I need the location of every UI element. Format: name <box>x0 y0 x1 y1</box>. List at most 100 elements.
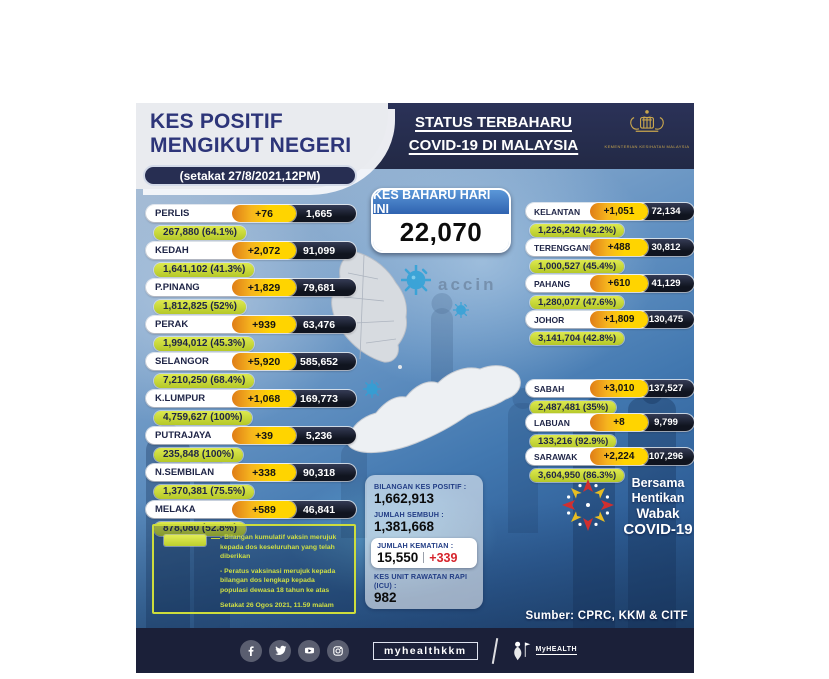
state-vaccination: 1,812,825 (52%) <box>154 299 246 314</box>
state-name: PERLIS <box>155 208 190 219</box>
state-row: PERAK 63,476 +939 1,994,012 (45.3%) <box>146 316 356 351</box>
state-new-cases: +76 <box>232 205 296 222</box>
state-vaccination: 3,141,704 (42.8%) <box>530 332 625 345</box>
state-name: LABUAN <box>534 417 570 428</box>
myhealthkkm-handle[interactable]: myhealthkkm <box>373 641 478 660</box>
note-bullet-2: - Peratus vaksinasi merujuk kepada bilan… <box>220 567 336 594</box>
status-band <box>358 103 694 169</box>
state-row: KEDAH 91,099 +2,072 1,641,102 (41.3%) <box>146 242 356 277</box>
date-note: (setakat 27/8/2021,12PM) <box>143 165 357 186</box>
state-row: SELANGOR 585,652 +5,920 7,210,250 (68.4%… <box>146 353 356 388</box>
state-name: SABAH <box>534 383 565 394</box>
state-total-cases: 63,476 <box>282 316 356 333</box>
vaccine-legend-swatch <box>164 535 206 546</box>
state-case-pill: KELANTAN 72,134 +1,051 <box>526 203 694 220</box>
state-total-cases: 585,652 <box>282 353 356 370</box>
positive-label: BILANGAN KES POSITIF : <box>374 482 467 491</box>
state-total-cases: 90,318 <box>282 464 356 481</box>
state-name: PERAK <box>155 319 189 330</box>
icu-value: 982 <box>374 590 397 605</box>
state-vaccination: 2,487,481 (35%) <box>530 401 617 414</box>
state-new-cases: +3,010 <box>590 380 648 397</box>
state-case-pill: JOHOR 130,475 +1,809 <box>526 311 694 328</box>
twitter-icon[interactable] <box>269 639 291 662</box>
state-total-cases: 72,134 <box>638 203 694 220</box>
state-case-pill: N.SEMBILAN 90,318 +338 <box>146 464 356 481</box>
state-name: SARAWAK <box>534 451 578 462</box>
state-case-pill: LABUAN 9,799 +8 <box>526 414 694 431</box>
myhealth-logo-icon <box>513 641 530 660</box>
state-vaccination: 1,641,102 (41.3%) <box>154 262 255 277</box>
state-row: P.PINANG 79,681 +1,829 1,812,825 (52%) <box>146 279 356 314</box>
state-row: TERENGGANU 30,812 +488 1,000,527 (45.4%) <box>526 239 694 273</box>
ppe-worker-silhouette <box>431 308 453 383</box>
state-new-cases: +939 <box>232 316 296 333</box>
myhealth-logo: MyHEALTH <box>510 639 578 663</box>
state-case-pill: PAHANG 41,129 +610 <box>526 275 694 292</box>
note-bullet-1: - Bilangan kumulatif vaksin merujuk kepa… <box>220 534 337 561</box>
state-vaccination: 1,994,012 (45.3%) <box>154 336 255 351</box>
state-new-cases: +1,068 <box>232 390 296 407</box>
state-new-cases: +2,224 <box>590 448 648 465</box>
status-title: STATUS TERBAHARU COVID-19 DI MALAYSIA <box>386 112 601 157</box>
state-row: PERLIS 1,665 +76 267,880 (64.1%) <box>146 205 356 240</box>
state-vaccination: 1,000,527 (45.4%) <box>530 260 625 273</box>
page-title: KES POSITIF MENGIKUT NEGERI <box>150 110 352 157</box>
state-new-cases: +2,072 <box>232 242 296 259</box>
ministry-crest-icon <box>630 110 664 132</box>
state-total-cases: 107,296 <box>638 448 694 465</box>
state-name: SELANGOR <box>155 356 209 367</box>
divider <box>491 637 498 664</box>
state-vaccination: 133,216 (92.9%) <box>530 435 617 448</box>
state-row: SARAWAK 107,296 +2,224 3,604,950 (86.3%) <box>526 448 694 482</box>
state-vaccination: 3,604,950 (86.3%) <box>530 469 625 482</box>
state-row: LABUAN 9,799 +8 133,216 (92.9%) <box>526 414 694 448</box>
state-case-pill: MELAKA 46,841 +589 <box>146 501 356 518</box>
state-total-cases: 46,841 <box>282 501 356 518</box>
state-name: KEDAH <box>155 245 189 256</box>
states-left-column: PERLIS 1,665 +76 267,880 (64.1%) KEDAH 9… <box>146 205 356 538</box>
state-case-pill: PERLIS 1,665 +76 <box>146 205 356 222</box>
state-total-cases: 79,681 <box>282 279 356 296</box>
state-case-pill: SABAH 137,527 +3,010 <box>526 380 694 397</box>
new-cases-label: KES BAHARU HARI INI <box>373 190 509 216</box>
ministry-logo: KEMENTERIAN KESIHATAN MALAYSIA <box>604 107 690 149</box>
state-name: K.LUMPUR <box>155 393 206 404</box>
state-case-pill: PERAK 63,476 +939 <box>146 316 356 333</box>
social-icons <box>240 639 349 662</box>
state-new-cases: +1,051 <box>590 203 648 220</box>
state-case-pill: SELANGOR 585,652 +5,920 <box>146 353 356 370</box>
new-cases-value: 22,070 <box>373 214 509 251</box>
campaign-star-icon <box>562 479 614 531</box>
state-new-cases: +39 <box>232 427 296 444</box>
positive-value: 1,662,913 <box>374 491 435 506</box>
state-new-cases: +1,809 <box>590 311 648 328</box>
state-vaccination: 4,759,627 (100%) <box>154 410 252 425</box>
instagram-icon[interactable] <box>327 639 349 662</box>
summary-box: BILANGAN KES POSITIF : 1,662,913 JUMLAH … <box>365 475 483 609</box>
legend-dash: — <box>211 533 220 543</box>
state-vaccination: 1,280,077 (47.6%) <box>530 296 625 309</box>
state-vaccination: 235,848 (100%) <box>154 447 244 462</box>
vaccine-notes-box: — - Bilangan kumulatif vaksin merujuk ke… <box>152 524 356 614</box>
state-case-pill: KEDAH 91,099 +2,072 <box>146 242 356 259</box>
recovered-value: 1,381,668 <box>374 519 435 534</box>
infographic: accin <box>136 103 694 673</box>
state-total-cases: 169,773 <box>282 390 356 407</box>
state-name: P.PINANG <box>155 282 200 293</box>
facebook-icon[interactable] <box>240 639 262 662</box>
state-case-pill: PUTRAJAYA 5,236 +39 <box>146 427 356 444</box>
state-new-cases: +8 <box>590 414 648 431</box>
state-row: SABAH 137,527 +3,010 2,487,481 (35%) <box>526 380 694 414</box>
state-case-pill: TERENGGANU 30,812 +488 <box>526 239 694 256</box>
deaths-new-value: +339 <box>429 550 458 565</box>
myhealth-logo-text: MyHEALTH <box>535 646 578 655</box>
state-row: JOHOR 130,475 +1,809 3,141,704 (42.8%) <box>526 311 694 345</box>
state-new-cases: +488 <box>590 239 648 256</box>
status-line1: STATUS TERBAHARU <box>415 114 572 131</box>
state-name: PUTRAJAYA <box>155 430 212 441</box>
states-right-column-bottom: SABAH 137,527 +3,010 2,487,481 (35%) LAB… <box>526 380 694 482</box>
youtube-icon[interactable] <box>298 639 320 662</box>
icu-label: KES UNIT RAWATAN RAPI (ICU) : <box>374 572 468 590</box>
